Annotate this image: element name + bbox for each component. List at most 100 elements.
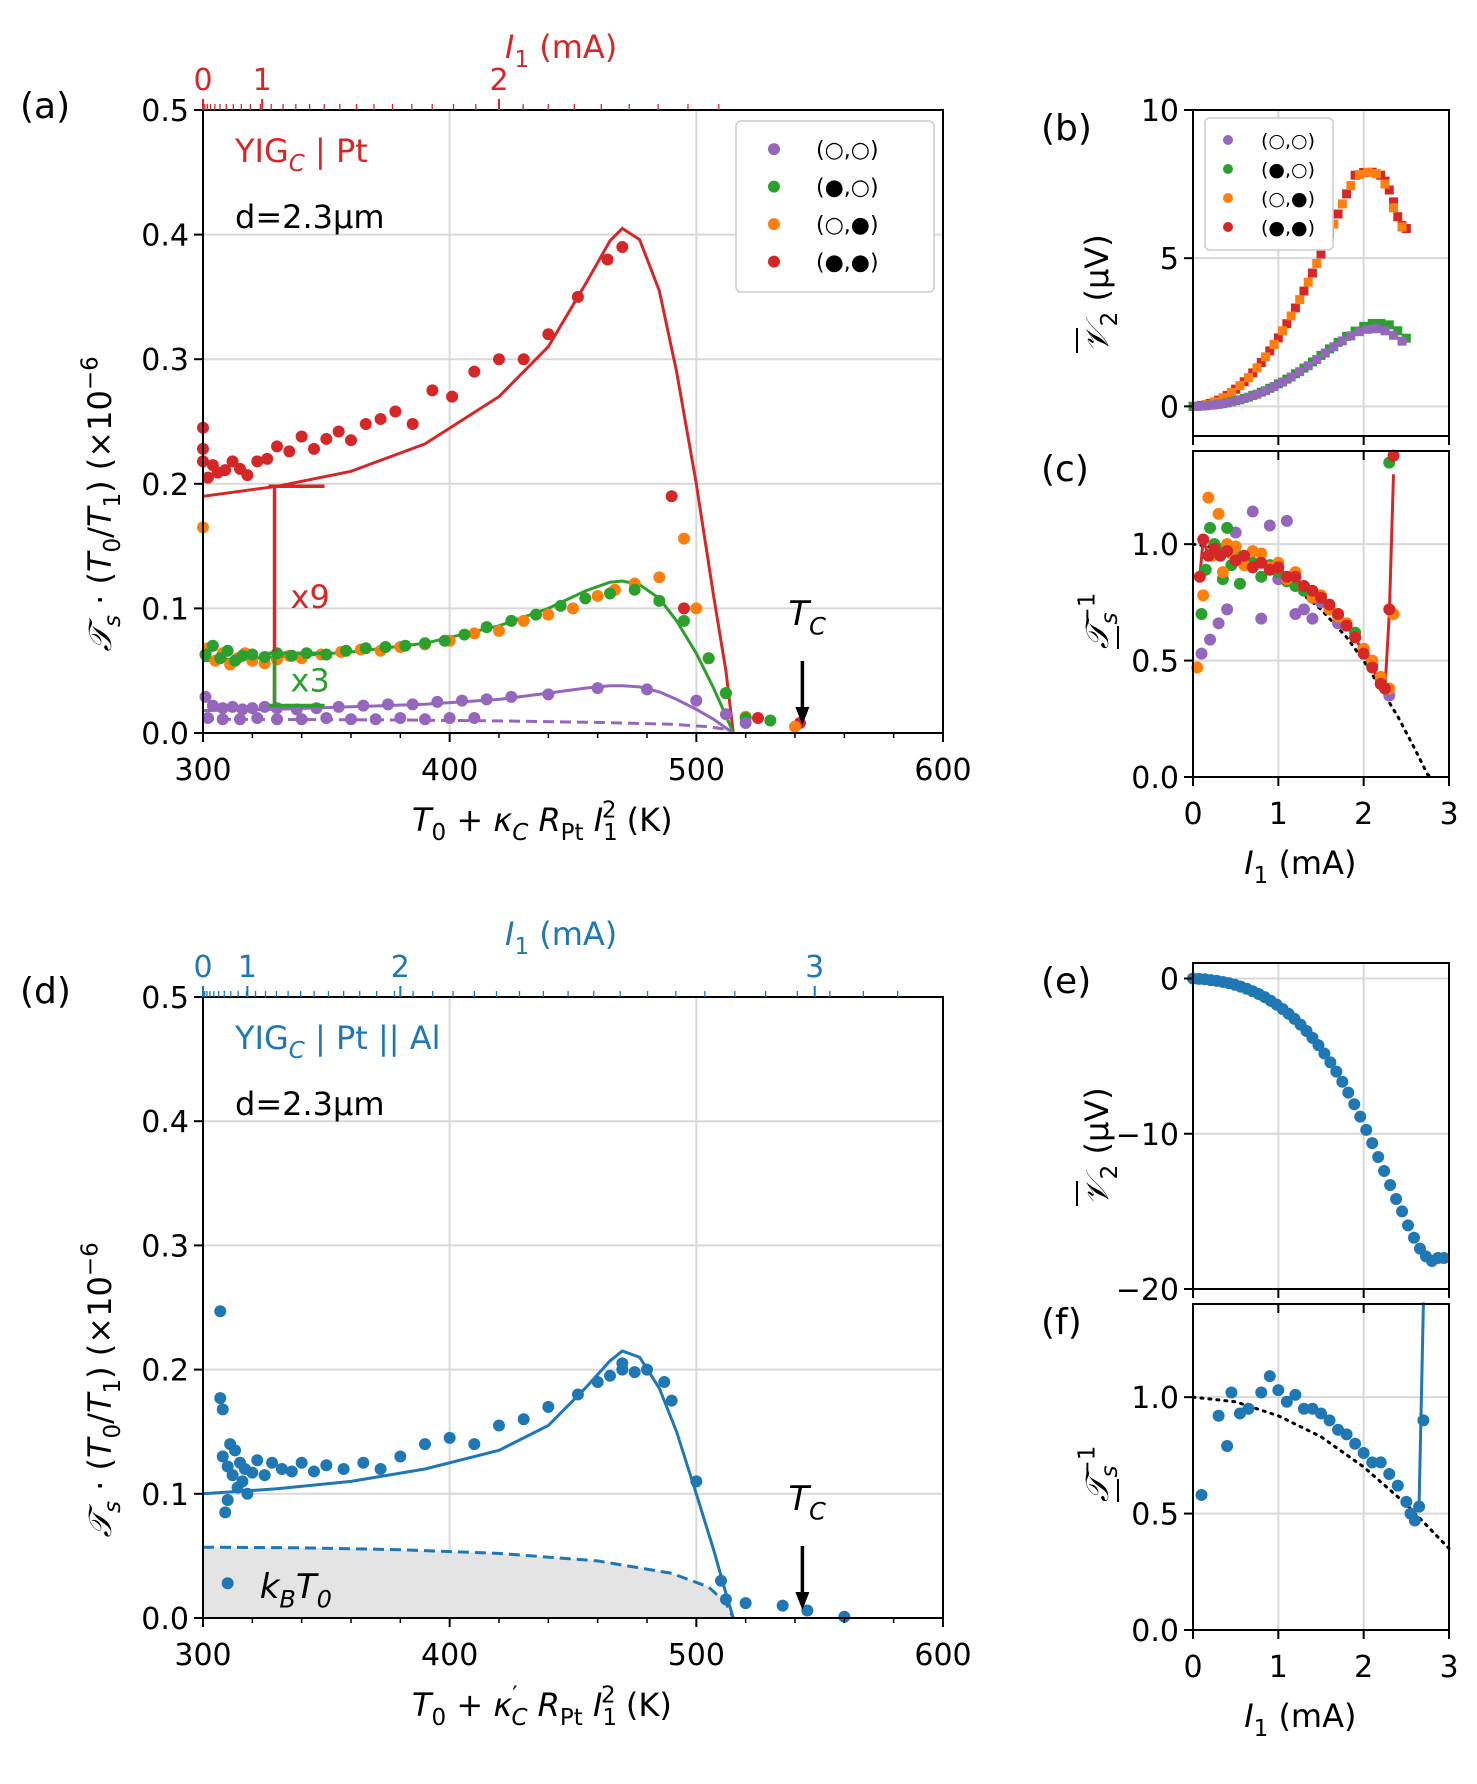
data-point xyxy=(530,608,542,621)
data-point xyxy=(1201,401,1211,411)
y-axis-label: 𝒯s−1 xyxy=(1075,1446,1123,1502)
plot-frame xyxy=(202,109,944,734)
y-axis-label-group: 𝒯s−1 xyxy=(1075,593,1123,649)
y-tick-label: 0.3 xyxy=(141,1229,189,1264)
x-axis-label: T0 + κC RPt I12 (K) xyxy=(412,798,673,846)
data-point xyxy=(1255,556,1268,569)
data-point xyxy=(616,241,629,254)
data-point xyxy=(357,1456,370,1469)
data-point xyxy=(1367,318,1377,328)
top-axis-label-part: (mA) xyxy=(529,28,617,66)
series-line xyxy=(1417,1302,1426,1505)
top-axis-label-part: I xyxy=(505,28,514,66)
series-line xyxy=(202,1349,735,1619)
data-point xyxy=(1323,1414,1336,1427)
top-axis-label: I1 (mA) xyxy=(505,28,617,73)
sample-label: YIGC | Pt || Al xyxy=(234,1019,441,1064)
data-point xyxy=(1333,209,1343,219)
data-point xyxy=(665,1394,678,1407)
y-tick-label: −10 xyxy=(1116,1118,1179,1153)
top-tick-label: 0 xyxy=(193,950,212,985)
top-axis-label-part: 1 xyxy=(514,47,529,73)
data-point xyxy=(251,712,264,725)
data-point xyxy=(1408,1514,1421,1527)
data-point xyxy=(1342,1086,1355,1099)
legend-label: (○,●) xyxy=(1261,188,1315,210)
data-point xyxy=(591,1376,604,1389)
data-point xyxy=(1357,647,1370,660)
data-point xyxy=(285,1465,298,1478)
x-tick-label: 2 xyxy=(1354,797,1373,832)
legend: (○,○) (●,○) (○,●) (●,●) xyxy=(1204,117,1334,251)
data-point xyxy=(1221,545,1234,558)
data-point xyxy=(1255,1386,1268,1399)
data-point xyxy=(446,390,459,403)
data-point xyxy=(1252,363,1262,373)
top-axis-label: I1 (mA) xyxy=(505,915,617,960)
data-point xyxy=(1396,1205,1409,1218)
data-point xyxy=(399,639,412,652)
y-axis-label-group: 𝒯s−1 xyxy=(1075,1446,1123,1502)
data-point xyxy=(1195,647,1208,660)
data-point xyxy=(1342,189,1352,199)
data-point xyxy=(616,1363,629,1376)
data-point xyxy=(1306,612,1319,625)
data-point xyxy=(456,694,468,707)
y-axis-label-part: s xyxy=(1097,1465,1123,1477)
data-point xyxy=(219,464,232,477)
legend-marker xyxy=(1223,222,1233,232)
data-point xyxy=(1379,682,1391,695)
legend-marker xyxy=(768,143,780,156)
data-point xyxy=(320,648,333,661)
data-point xyxy=(665,490,678,503)
multiplier-label: x3 xyxy=(291,661,330,699)
x-axis-label: I1 (mA) xyxy=(1244,1697,1356,1742)
data-point xyxy=(1289,1388,1302,1401)
data-point xyxy=(221,1460,234,1473)
data-point xyxy=(1346,331,1356,341)
panel-label-c: (c) xyxy=(1041,449,1089,490)
legend-label: (○,○) xyxy=(1261,130,1315,152)
data-point xyxy=(389,405,402,418)
data-point xyxy=(719,708,732,721)
data-point xyxy=(1349,631,1362,644)
data-point xyxy=(1235,381,1245,391)
y-axis-label-part: 2 xyxy=(1097,312,1123,327)
data-point xyxy=(337,1462,350,1475)
data-point xyxy=(1235,395,1245,405)
y-tick-label: 1.0 xyxy=(1131,1381,1179,1416)
data-point xyxy=(261,452,274,465)
y-axis-label-part: ) (×10 xyxy=(81,1276,119,1379)
x-axis-label: I1 (mA) xyxy=(1244,844,1356,889)
data-point xyxy=(1384,320,1394,330)
data-point xyxy=(1263,519,1276,532)
data-point xyxy=(1354,1110,1367,1123)
data-point xyxy=(468,627,481,640)
data-point xyxy=(517,1413,530,1426)
data-point xyxy=(258,1469,271,1482)
data-point xyxy=(374,1462,387,1475)
data-point xyxy=(419,713,431,726)
x-axis-label-part: (K) xyxy=(616,801,672,839)
y-axis-label-part: · ( xyxy=(81,1458,119,1501)
x-axis-label-part: R xyxy=(528,801,560,839)
data-point xyxy=(320,712,333,725)
data-point xyxy=(1269,339,1279,349)
data-point xyxy=(295,1456,308,1469)
data-point xyxy=(542,328,555,341)
x-axis-label-part: (mA) xyxy=(1268,1697,1356,1735)
y-axis-label-part: T xyxy=(81,505,119,527)
top-axis-label-part: 1 xyxy=(514,934,529,960)
data-point xyxy=(505,614,518,627)
data-point xyxy=(1204,521,1217,534)
data-point xyxy=(480,621,493,634)
data-point xyxy=(517,614,530,627)
plot-frame xyxy=(202,996,944,1619)
data-point xyxy=(1315,1407,1327,1420)
data-point xyxy=(1212,1409,1225,1422)
tc-label: TC xyxy=(788,594,826,641)
data-point xyxy=(542,688,555,701)
y-tick-label: −20 xyxy=(1116,1273,1179,1308)
data-point xyxy=(1192,401,1202,411)
data-point xyxy=(468,712,481,725)
